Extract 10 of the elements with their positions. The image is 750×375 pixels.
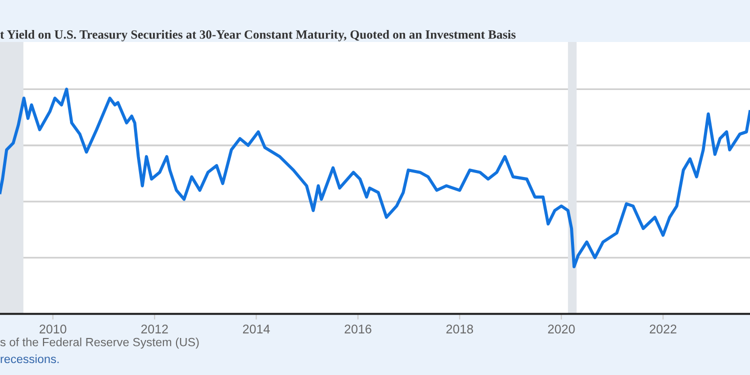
x-tick-label: 2018 xyxy=(446,324,474,334)
x-tick-label: 2014 xyxy=(243,324,270,334)
x-tick-label: 2022 xyxy=(650,324,676,334)
x-tick-label: 2020 xyxy=(548,324,575,334)
x-tick-label: 2016 xyxy=(344,324,372,334)
chart-title: t Yield on U.S. Treasury Securities at 30-Year Constant Maturity, Quoted on an Investment Basis xyxy=(0,30,516,42)
x-tick-label: 2010 xyxy=(40,324,66,334)
text: recessions. xyxy=(0,354,59,364)
text: s of the Federal Reserve System (US) xyxy=(0,338,199,349)
x-tick-label: 2012 xyxy=(141,324,168,334)
